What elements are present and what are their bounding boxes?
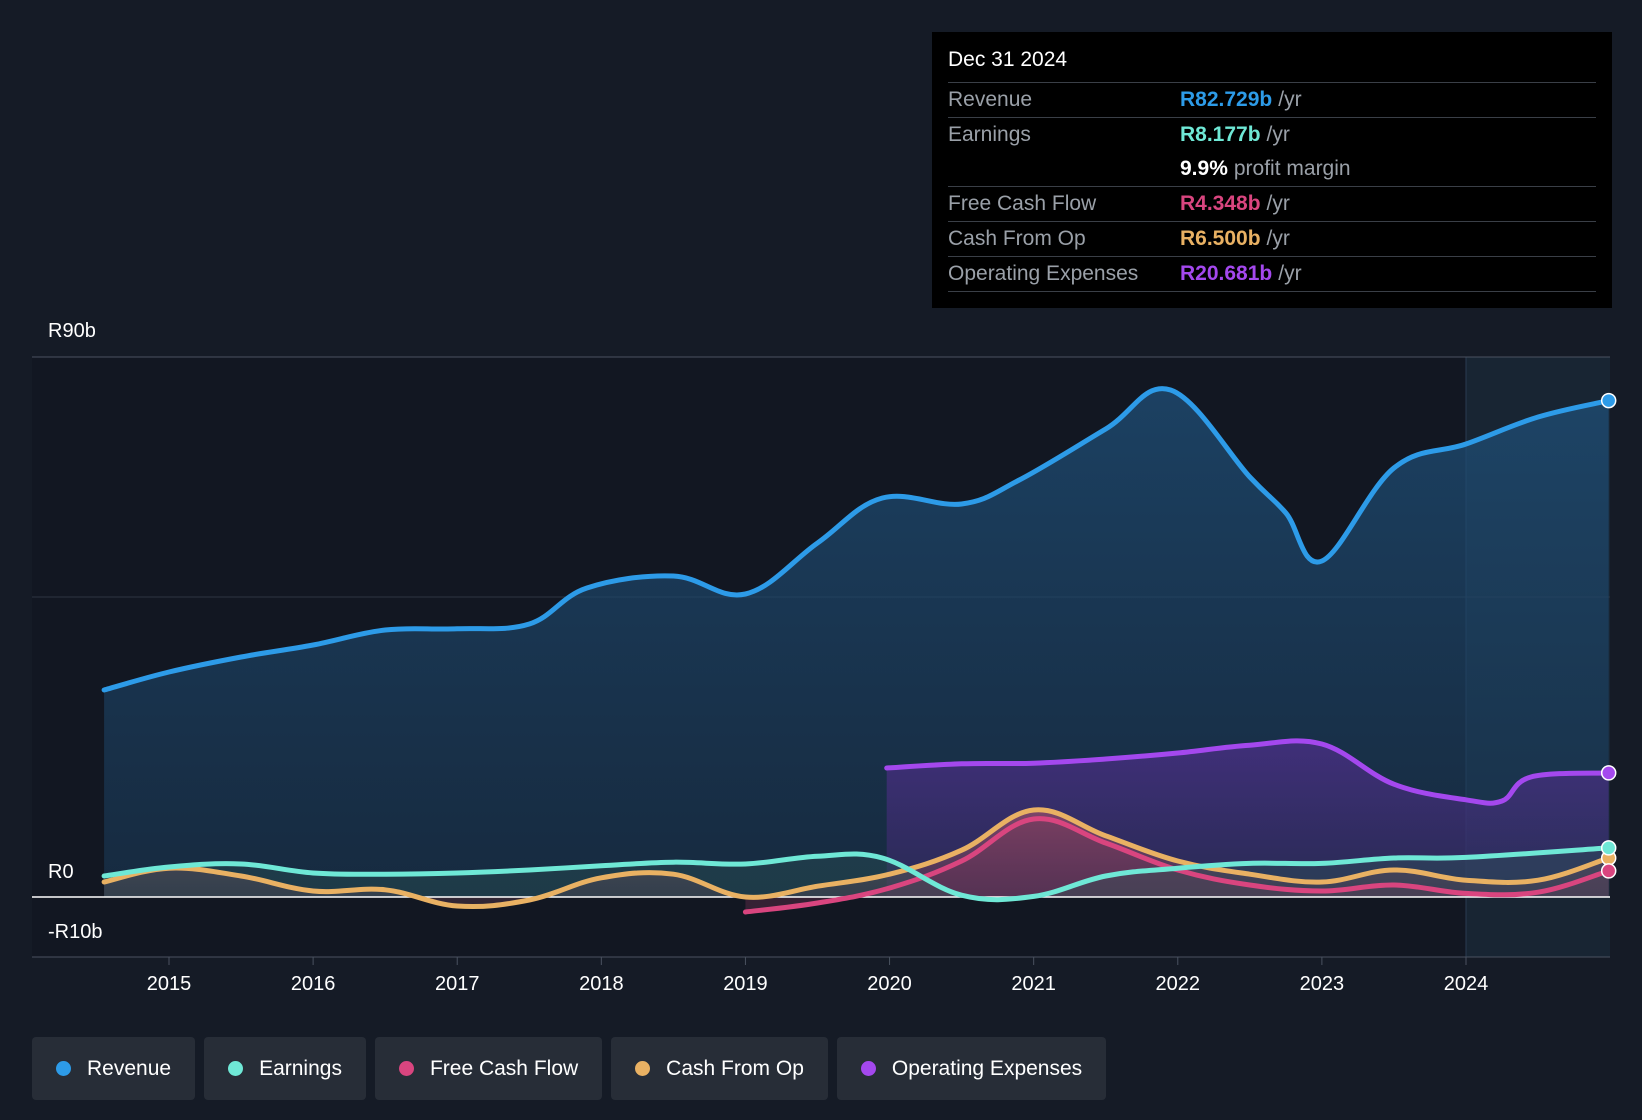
legend-item-earnings[interactable]: Earnings: [204, 1037, 366, 1100]
tooltip-value: R6.500b: [1180, 227, 1261, 250]
tooltip-value: R8.177b: [1180, 123, 1261, 146]
x-tick-label: 2021: [1011, 973, 1056, 995]
legend: Revenue Earnings Free Cash Flow Cash Fro…: [32, 1037, 1107, 1100]
y-axis-bottom-label: -R10b: [48, 921, 103, 943]
area-free-cash-flow: [745, 818, 1609, 912]
tooltip-row-margin: 9.9% profit margin: [948, 152, 1596, 187]
x-tick-label: 2015: [147, 973, 192, 995]
x-tick-label: 2020: [867, 973, 912, 995]
legend-label: Earnings: [259, 1056, 342, 1080]
tooltip-label: Cash From Op: [948, 227, 1086, 250]
x-tick-label: 2018: [579, 973, 624, 995]
tooltip-value: R20.681b: [1180, 262, 1273, 285]
line-operating-expenses: [884, 738, 1612, 806]
end-point-earnings: [1600, 840, 1617, 856]
legend-item-free-cash-flow[interactable]: Free Cash Flow: [374, 1037, 603, 1100]
x-tick-label: 2024: [1444, 973, 1489, 995]
line-earnings: [101, 845, 1612, 903]
legend-dot-icon: [860, 1061, 876, 1076]
tooltip-row-revenue: Revenue R82.729b /yr: [948, 83, 1596, 118]
tooltip: Dec 31 2024 Revenue R82.729b /yr Earning…: [932, 32, 1612, 308]
legend-label: Revenue: [87, 1056, 172, 1080]
legend-dot-icon: [56, 1061, 71, 1076]
tooltip-label: Earnings: [948, 123, 1031, 146]
tooltip-value: 9.9%: [1180, 157, 1228, 180]
legend-label: Free Cash Flow: [429, 1056, 579, 1080]
tooltip-date: Dec 31 2024: [948, 46, 1596, 83]
tooltip-unit: /yr: [1266, 192, 1290, 215]
legend-item-revenue[interactable]: Revenue: [32, 1037, 196, 1100]
legend-label: Cash From Op: [666, 1056, 804, 1080]
end-point-operating-expenses: [1600, 765, 1617, 781]
legend-dot-icon: [635, 1061, 651, 1076]
tooltip-unit: /yr: [1278, 88, 1302, 111]
tooltip-row-earnings: Earnings R8.177b /yr: [948, 118, 1596, 152]
legend-dot-icon: [398, 1061, 414, 1076]
legend-item-operating-expenses[interactable]: Operating Expenses: [836, 1037, 1107, 1100]
line-revenue: [101, 386, 1612, 693]
tooltip-label: Free Cash Flow: [948, 192, 1097, 215]
tooltip-value: R82.729b: [1180, 88, 1273, 111]
legend-label: Operating Expenses: [891, 1056, 1083, 1080]
tooltip-label: Operating Expenses: [948, 262, 1139, 285]
tooltip-unit: profit margin: [1233, 157, 1351, 180]
x-tick-label: 2016: [291, 973, 336, 995]
x-tick-label: 2019: [723, 973, 768, 995]
y-axis-top-label: R90b: [48, 320, 96, 342]
tooltip-row-opex: Operating Expenses R20.681b /yr: [948, 257, 1596, 292]
tooltip-unit: /yr: [1266, 227, 1290, 250]
x-tick-label: 2023: [1300, 973, 1345, 995]
area-earnings: [104, 847, 1609, 900]
tooltip-row-fcf: Free Cash Flow R4.348b /yr: [948, 187, 1596, 222]
tooltip-unit: /yr: [1278, 262, 1302, 285]
legend-item-cash-from-op[interactable]: Cash From Op: [611, 1037, 828, 1100]
end-point-free-cash-flow: [1600, 863, 1617, 879]
tooltip-label: Revenue: [948, 88, 1033, 111]
x-tick-label: 2022: [1156, 973, 1201, 995]
y-axis-zero-label: R0: [48, 861, 74, 883]
x-tick-label: 2017: [435, 973, 480, 995]
line-cash-from-op: [101, 807, 1612, 910]
legend-dot-icon: [228, 1061, 244, 1076]
end-point-revenue: [1600, 392, 1617, 409]
tooltip-value: R4.348b: [1180, 192, 1261, 215]
tooltip-unit: /yr: [1266, 123, 1290, 146]
tooltip-row-cfo: Cash From Op R6.500b /yr: [948, 222, 1596, 257]
